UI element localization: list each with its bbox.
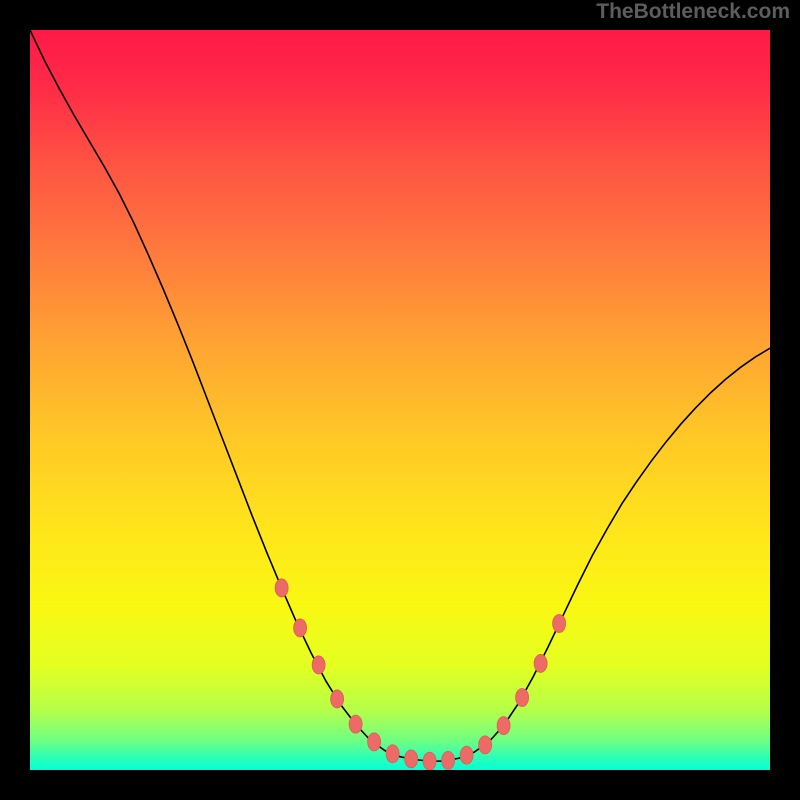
curve-marker xyxy=(423,752,436,770)
curve-marker xyxy=(275,579,288,597)
curve-marker xyxy=(516,688,529,706)
curve-marker xyxy=(368,733,381,751)
curve-marker xyxy=(294,619,307,637)
curve-marker xyxy=(331,690,344,708)
curve-marker xyxy=(553,614,566,632)
plot-area xyxy=(30,30,770,770)
curve-marker xyxy=(460,746,473,764)
curve-marker xyxy=(349,715,362,733)
plot-background xyxy=(30,30,770,770)
curve-marker xyxy=(497,717,510,735)
curve-marker xyxy=(312,656,325,674)
curve-marker xyxy=(405,750,418,768)
curve-marker xyxy=(534,654,547,672)
watermark-text: TheBottleneck.com xyxy=(596,0,790,24)
stage: TheBottleneck.com xyxy=(0,0,800,800)
curve-marker xyxy=(442,751,455,769)
curve-marker xyxy=(386,745,399,763)
curve-marker xyxy=(479,736,492,754)
plot-svg xyxy=(30,30,770,770)
